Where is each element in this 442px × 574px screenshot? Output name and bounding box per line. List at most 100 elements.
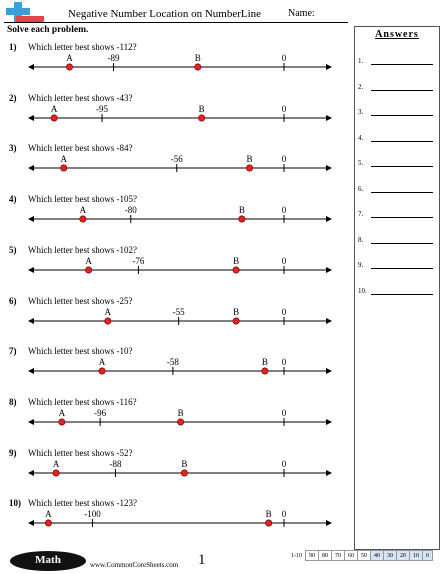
score-table: 1-10 90 80 70 60 50 40 30 20 10 0 — [288, 550, 433, 561]
point-a-label: A — [51, 104, 58, 114]
problem: 6) Which letter best shows -25? -55 0 A B — [0, 296, 350, 347]
instructions: Solve each problem. — [7, 25, 89, 35]
number-line: -55 0 A B — [28, 307, 332, 325]
point-b-label: B — [178, 408, 184, 418]
name-label: Name: — [288, 8, 315, 19]
answer-line[interactable] — [371, 140, 433, 142]
point-b-label: B — [199, 104, 205, 114]
problem-number: 2) — [9, 92, 17, 103]
answer-label: 8. — [358, 235, 364, 244]
point-b — [232, 316, 240, 324]
site-url: www.CommonCoreSheets.com — [90, 561, 179, 569]
problem-question: Which letter best shows -43? — [28, 92, 133, 103]
left-arrow-icon — [28, 520, 34, 527]
answer-line[interactable] — [371, 191, 433, 193]
answer-line[interactable] — [371, 293, 433, 295]
problem-question: Which letter best shows -116? — [28, 396, 137, 407]
problem: 3) Which letter best shows -84? -56 0 A B — [0, 143, 350, 194]
point-a — [60, 164, 68, 172]
problem-question: Which letter best shows -112? — [28, 42, 137, 52]
right-arrow-icon — [326, 165, 332, 172]
score-cell: 80 — [318, 550, 332, 561]
point-a-label: A — [80, 205, 87, 215]
zero-label: 0 — [282, 53, 287, 63]
answer-line[interactable] — [371, 89, 433, 91]
answer-label: 10. — [358, 286, 367, 295]
point-b-label: B — [181, 459, 187, 469]
number-line: -89 0 A B — [28, 53, 332, 71]
left-arrow-icon — [28, 216, 34, 223]
number-line: -80 0 A B — [28, 205, 332, 224]
brand-label: Math — [35, 554, 61, 566]
answers-panel: Answers 1. 2. 3. 4. 5. 6. 7. 8. 9. 10. — [354, 26, 440, 550]
answer-line[interactable] — [371, 64, 433, 65]
point-a — [79, 215, 87, 223]
problem-number: 9) — [9, 447, 17, 458]
point-b — [198, 114, 206, 122]
point-b-label: B — [233, 307, 239, 317]
zero-label: 0 — [282, 154, 287, 164]
answer-line[interactable] — [371, 217, 433, 218]
problem-question: Which letter best shows -25? — [28, 295, 133, 306]
point-a-label: A — [59, 408, 66, 418]
answer-label: 7. — [358, 210, 364, 218]
answer-line[interactable] — [371, 268, 433, 269]
number-line: -76 0 A B — [28, 256, 332, 274]
score-cell: 20 — [396, 550, 410, 561]
point-b-label: B — [195, 53, 201, 63]
tick-label: -96 — [94, 408, 106, 418]
number-line: -100 0 A B — [28, 509, 332, 528]
score-cell: 30 — [383, 550, 397, 561]
point-a — [85, 266, 93, 274]
math-brand-badge: Math — [10, 551, 86, 571]
answers-title: Answers — [375, 29, 419, 40]
score-cell: 40 — [370, 550, 384, 561]
number-line: -58 0 A B — [28, 357, 332, 376]
point-b — [180, 469, 188, 477]
point-b-label: B — [247, 154, 253, 164]
left-arrow-icon — [28, 266, 34, 273]
point-b — [246, 164, 254, 172]
point-b — [232, 266, 240, 274]
tick-label: -95 — [96, 104, 108, 114]
number-line: -96 0 A B — [28, 408, 332, 426]
zero-label: 0 — [282, 509, 287, 519]
right-arrow-icon — [326, 64, 332, 70]
point-a — [65, 63, 73, 71]
problem: 7) Which letter best shows -10? -58 0 A B — [0, 346, 350, 397]
answer-label: 6. — [358, 184, 364, 193]
point-b — [261, 367, 269, 375]
left-arrow-icon — [28, 418, 34, 425]
right-arrow-icon — [326, 216, 332, 223]
right-arrow-icon — [326, 418, 332, 425]
point-a — [104, 316, 112, 324]
number-line: -56 0 A B — [28, 154, 332, 173]
score-cell: 70 — [331, 550, 345, 561]
point-a — [58, 418, 66, 426]
point-b — [265, 519, 273, 527]
tick-label: -89 — [108, 53, 120, 63]
tick-label: -88 — [109, 459, 121, 469]
left-arrow-icon — [28, 64, 34, 70]
answer-line[interactable] — [371, 166, 433, 167]
score-range: 1-10 — [291, 552, 302, 559]
left-arrow-icon — [28, 469, 34, 476]
answer-line[interactable] — [371, 115, 433, 116]
zero-label: 0 — [282, 256, 287, 266]
point-b — [238, 215, 246, 223]
problem-number: 1) — [9, 42, 17, 52]
answer-line[interactable] — [371, 242, 433, 244]
point-a-label: A — [66, 53, 73, 63]
problem: 10) Which letter best shows -123? -100 0 A B — [0, 498, 350, 549]
answer-label: 3. — [358, 108, 364, 116]
point-a-label: A — [60, 154, 67, 164]
right-arrow-icon — [326, 317, 332, 324]
tick-label: -56 — [171, 154, 183, 164]
logo-icon — [6, 2, 44, 23]
problem: 1) Which letter best shows -112? -89 0 A B — [0, 42, 350, 93]
problem-question: Which letter best shows -84? — [28, 143, 133, 154]
zero-label: 0 — [282, 357, 287, 367]
tick-label: -80 — [125, 205, 137, 215]
problem: 9) Which letter best shows -52? -88 0 A B — [0, 448, 350, 499]
point-a-label: A — [53, 459, 60, 469]
